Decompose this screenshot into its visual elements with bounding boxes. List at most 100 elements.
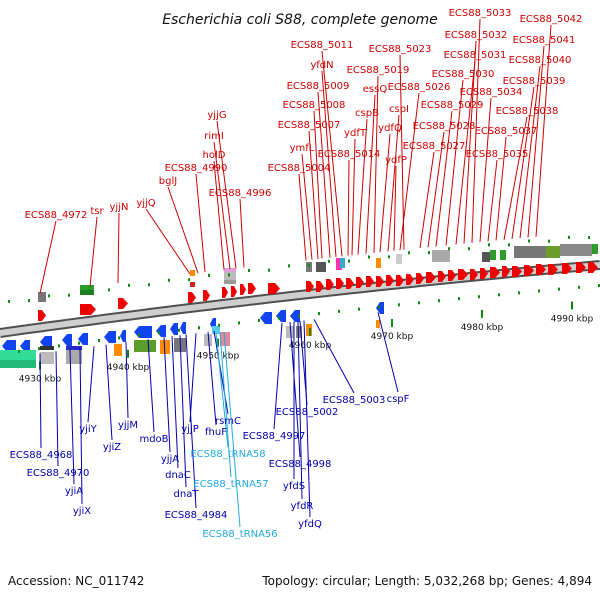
forward-feature-box: [190, 270, 195, 276]
forward-leader-line: [298, 173, 307, 261]
strand-dot: [158, 331, 160, 335]
reverse-gene-label: yjjA: [161, 454, 179, 465]
strand-dot: [168, 278, 170, 282]
reverse-leader-line: [185, 334, 197, 509]
reverse-leader-line: [303, 320, 311, 518]
reverse-feature-box: [40, 346, 54, 350]
strand-dot: [468, 247, 470, 251]
forward-leader-line: [317, 91, 331, 258]
reverse-leader-line: [87, 346, 95, 423]
forward-gene-arrow: [306, 281, 314, 292]
forward-leader-line: [145, 208, 191, 275]
reverse-gene-label: yjjP: [181, 424, 199, 435]
forward-gene-arrow: [548, 264, 558, 275]
forward-feature-box: [38, 292, 46, 302]
strand-dot: [218, 323, 220, 327]
reverse-gene-arrow: [120, 330, 126, 342]
reverse-leader-line: [105, 344, 113, 441]
forward-feature-box: [482, 252, 490, 262]
forward-gene-arrow: [490, 267, 500, 278]
strand-dot: [8, 299, 10, 303]
forward-gene-arrow: [386, 275, 394, 286]
strand-dot: [388, 255, 390, 259]
forward-gene-arrow: [576, 262, 586, 273]
forward-gene-label: ECS88_5041: [513, 35, 576, 46]
forward-gene-label: ECS88_5019: [347, 65, 410, 76]
forward-gene-arrow: [188, 292, 196, 303]
strand-dot: [528, 239, 530, 243]
reverse-leader-line: [289, 322, 301, 458]
accession-text: Accession: NC_011742: [8, 574, 145, 588]
label-leader-lines: [39, 18, 552, 528]
strand-dot: [248, 269, 250, 273]
strand-dot: [428, 251, 430, 255]
forward-leader-line: [503, 116, 528, 240]
reverse-gene-label: rsmC: [215, 416, 241, 427]
reverse-gene-label: ECS88_5003: [323, 395, 386, 406]
forward-gene-label: ECS88_5031: [444, 50, 507, 61]
forward-leader-line: [357, 118, 368, 255]
reverse-gene-label: yjiA: [65, 486, 83, 497]
forward-gene-label: ECS88_5037: [475, 126, 538, 137]
forward-leader-line: [435, 110, 453, 247]
forward-leader-line: [301, 153, 313, 260]
forward-leader-line: [387, 114, 400, 252]
forward-gene-label: cspI: [389, 104, 409, 115]
strand-dot: [128, 283, 130, 287]
forward-gene-arrow: [38, 310, 46, 321]
forward-gene-label: ECS88_5030: [432, 69, 495, 80]
reverse-leader-line: [55, 351, 59, 467]
strand-dot: [18, 349, 20, 353]
forward-feature-box: [224, 280, 236, 284]
reverse-feature-box: [0, 360, 36, 368]
forward-gene-label: ECS88_4996: [209, 188, 272, 199]
forward-leader-line: [195, 173, 206, 273]
strand-dot: [308, 264, 310, 268]
forward-gene-label: ECS88_5028: [413, 121, 476, 132]
forward-gene-arrow: [356, 277, 364, 288]
reverse-gene-label: yjiY: [79, 424, 97, 435]
forward-gene-arrow: [231, 286, 237, 297]
reverse-gene-label: yjiZ: [103, 442, 121, 453]
forward-leader-line: [321, 50, 343, 257]
reverse-feature-box: [286, 326, 294, 338]
reverse-gene-label: dnaT: [174, 489, 200, 500]
forward-gene-label: rimI: [204, 131, 224, 142]
strand-dot: [448, 247, 450, 251]
trna-label: ECS88_tRNA57: [193, 479, 268, 490]
strand-dot: [368, 255, 370, 259]
trna-leader-line: [215, 332, 229, 448]
forward-gene-arrow: [588, 262, 598, 273]
feature-tracks: [0, 244, 598, 368]
strand-dot: [88, 289, 90, 293]
reverse-gene-label: ECS88_4968: [10, 450, 73, 461]
reverse-gene-arrow: [170, 323, 178, 335]
forward-gene-arrow: [502, 266, 510, 277]
forward-gene-label: essQ: [363, 84, 388, 95]
forward-gene-label: yfdN: [310, 60, 333, 71]
forward-gene-label: holD: [203, 150, 226, 161]
forward-leader-line: [213, 160, 225, 270]
scale-tick-label: 4970 kbp: [371, 332, 414, 342]
reverse-gene-arrow: [180, 322, 186, 334]
reverse-gene-label: ECS88_4997: [243, 431, 306, 442]
reverse-gene-label: ECS88_4984: [165, 510, 228, 521]
genome-stats-text: Topology: circular; Length: 5,032,268 bp…: [262, 574, 592, 588]
strand-dot: [318, 312, 320, 316]
forward-gene-label: ECS88_5026: [388, 82, 451, 93]
forward-feature-box: [592, 244, 598, 254]
scale-tick-label: 4990 kbp: [551, 314, 594, 324]
forward-gene-arrow: [336, 278, 344, 289]
gene-labels: ECS88_4972 tsr yjjN yjjQ bglJ ECS88_4990 holD r…: [10, 8, 583, 540]
strand-dot: [538, 289, 540, 293]
reverse-leader-line: [273, 323, 283, 430]
trna-label: ECS88_tRNA56: [202, 529, 277, 540]
forward-gene-label: cspB: [355, 108, 379, 119]
reverse-gene-arrow: [104, 331, 116, 343]
strand-dot: [568, 235, 570, 239]
forward-leader-line: [495, 136, 507, 241]
forward-gene-label: ECS88_5014: [318, 149, 381, 160]
reverse-leader-line: [39, 353, 42, 449]
forward-leader-line: [379, 133, 391, 253]
